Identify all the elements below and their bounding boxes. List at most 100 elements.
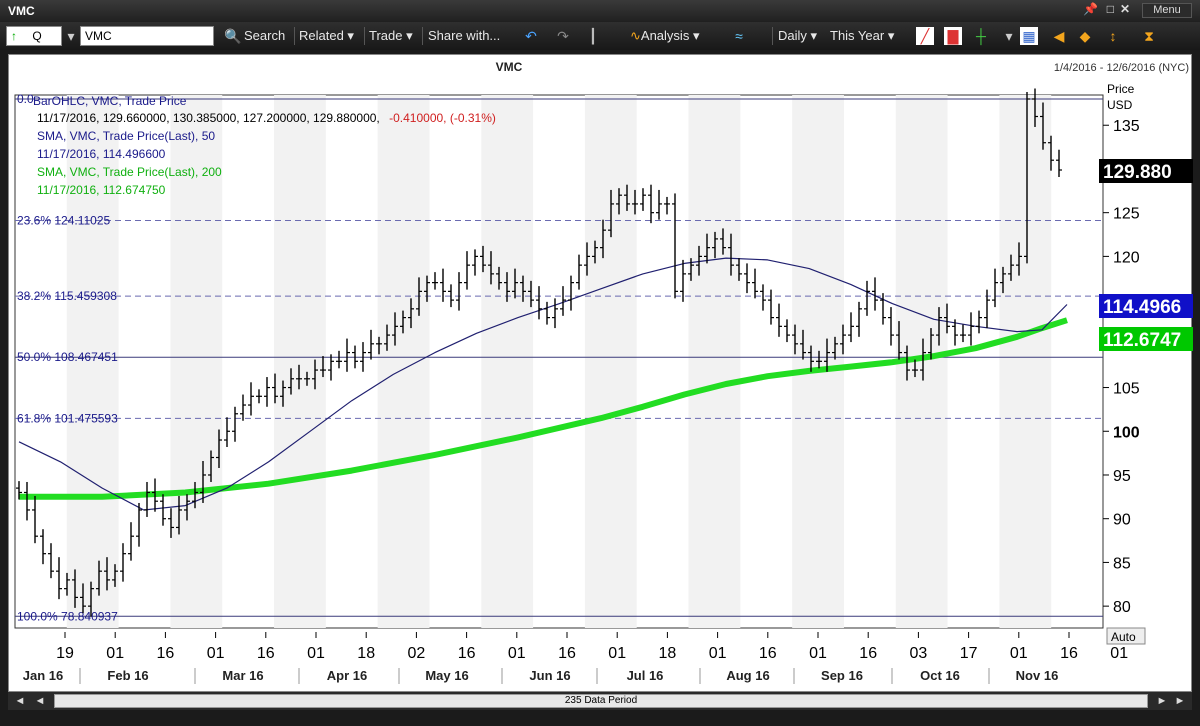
scroll-track[interactable]: 235 Data Period [54,694,1148,708]
x-day-label: 01 [508,645,526,662]
studies-icon[interactable]: ≈ [735,28,743,44]
x-month-label: Jun 16 [529,668,570,683]
grid-band [66,95,119,628]
x-month-label: Feb 16 [107,668,148,683]
y-tick-label: 135 [1113,118,1140,135]
currency-label: USD [1107,98,1133,112]
x-day-label: 16 [458,645,476,662]
share-button[interactable]: Share with... [428,28,501,43]
q-selector[interactable]: ↑ Q [6,26,62,46]
fib-label: 38.2% 115.459308 [17,289,117,303]
redo-icon[interactable]: ↷ [557,28,569,44]
grid-band [481,95,534,628]
x-day-label: 16 [859,645,877,662]
grid-band [999,95,1052,628]
y-tick-label: 120 [1113,249,1140,266]
grid-band [377,95,430,628]
trade-label: Trade [369,28,403,43]
y-tick-label: 125 [1113,206,1140,223]
sma200-line [19,317,1068,500]
y-tick-label: 100 [1113,424,1140,441]
related-label: Related [299,28,344,43]
window-title: VMC [8,4,35,18]
x-month-label: Aug 16 [726,668,769,683]
data-period-scrollbar[interactable]: ◄ ◄ 235 Data Period ► ► [8,692,1192,710]
sma200-price-text: 112.6747 [1103,330,1181,351]
go-icon: ↑ [11,29,17,43]
sma50-legend-title: SMA, VMC, Trade Price(Last), 50 [37,129,215,143]
line-chart-icon[interactable]: ╱ [916,27,934,45]
scroll-left-icon[interactable]: ◀ [1053,28,1065,44]
q-label: Q [32,29,42,43]
undo-icon[interactable]: ↶ [525,28,537,44]
close-icon[interactable]: ✕ [1119,2,1130,16]
sma50-price-text: 114.4966 [1103,297,1181,318]
sma200-price-tag [1099,327,1193,351]
x-day-label: 02 [408,645,426,662]
search-button[interactable]: Search [244,28,286,43]
pin-icon[interactable]: 📌 [1083,2,1098,16]
period-menu[interactable]: Daily ▾ [778,28,818,43]
x-day-label: 01 [106,645,124,662]
trade-menu[interactable]: Trade ▾ [369,28,413,43]
x-day-label: 16 [558,645,576,662]
crosshair-icon[interactable]: ┼ [976,28,986,44]
sma200-legend-value: 11/17/2016, 112.674750 [37,183,166,197]
x-day-label: 01 [709,645,727,662]
menu-button[interactable]: Menu [1142,3,1192,18]
x-month-label: Oct 16 [920,668,960,683]
zoom-icon[interactable]: ↕ [1109,28,1117,44]
scroll-end-icon[interactable]: ► [1174,695,1186,707]
grid-band [584,95,637,628]
x-month-label: May 16 [425,668,468,683]
window-titlebar: VMC 📌 □ ✕ Menu [0,0,1200,22]
bar-chart-icon[interactable]: ▇ [944,27,962,45]
x-day-label: 18 [659,645,677,662]
bar-legend-values-line: 11/17/2016, 129.660000, 130.385000, 127.… [37,111,496,125]
hourglass-icon[interactable]: ⧗ [1144,28,1154,44]
scroll-start-icon[interactable]: ◄ [14,695,26,707]
x-month-label: Jul 16 [627,668,664,683]
x-day-label: 03 [910,645,928,662]
sma50-price-tag [1099,294,1193,318]
restore-icon[interactable]: □ [1106,2,1114,16]
fib-label: 50.0% 108.467451 [17,350,118,364]
scroll-left-icon[interactable]: ◄ [34,695,46,707]
chevron-down-icon[interactable]: ▾ [67,28,75,44]
x-month-label: Mar 16 [222,668,263,683]
last-price-text: 129.880 [1103,162,1172,183]
fib-label: 100.0% 78.840937 [17,609,118,623]
expand-icon[interactable]: ◆ [1079,28,1091,44]
grid-band [170,95,223,628]
auto-label: Auto [1111,630,1136,644]
table-icon[interactable]: ▦ [1020,27,1038,45]
analysis-icon: ∿ [630,28,641,43]
fib-label: 23.6% 124.11025 [17,213,111,227]
x-day-label: 16 [157,645,175,662]
x-day-label: 01 [608,645,626,662]
scroll-right-icon[interactable]: ► [1156,695,1168,707]
bar-legend-values: 11/17/2016, 129.660000, 130.385000, 127.… [37,111,380,125]
chart-panel[interactable]: 0.0 23.6% 124.11025 38.2% 115.459308 50.0% … [8,54,1193,693]
x-day-label: 17 [960,645,978,662]
period-label: Daily [778,28,807,43]
range-menu[interactable]: This Year ▾ [830,28,895,43]
chart[interactable]: 0.0 23.6% 124.11025 38.2% 115.459308 50.0% … [9,55,1193,693]
related-menu[interactable]: Related ▾ [299,28,354,43]
chevron-down-icon[interactable]: ▾ [1005,28,1013,44]
bar-legend-title: BarOHLC, VMC, Trade Price [33,94,187,108]
data-period-label: 235 Data Period [564,695,638,706]
x-month-label: Apr 16 [327,668,367,683]
toolbar: ↑ Q ▾ VMC 🔍 Search Related ▾ Trade ▾ Sha… [0,22,1200,50]
chart-title: VMC [496,60,523,74]
y-tick-label: 85 [1113,555,1131,572]
bar-legend-change: -0.410000, (-0.31%) [389,111,496,125]
analysis-menu[interactable]: ∿Analysis ▾ [630,28,700,43]
security-input[interactable]: VMC [80,26,214,46]
grid-band [688,95,741,628]
y-tick-label: 105 [1113,381,1140,398]
ohlc-icon[interactable]: ┃ [588,28,598,44]
auto-button[interactable] [1106,627,1146,645]
search-icon: 🔍 [224,28,242,44]
x-day-label: 01 [207,645,225,662]
